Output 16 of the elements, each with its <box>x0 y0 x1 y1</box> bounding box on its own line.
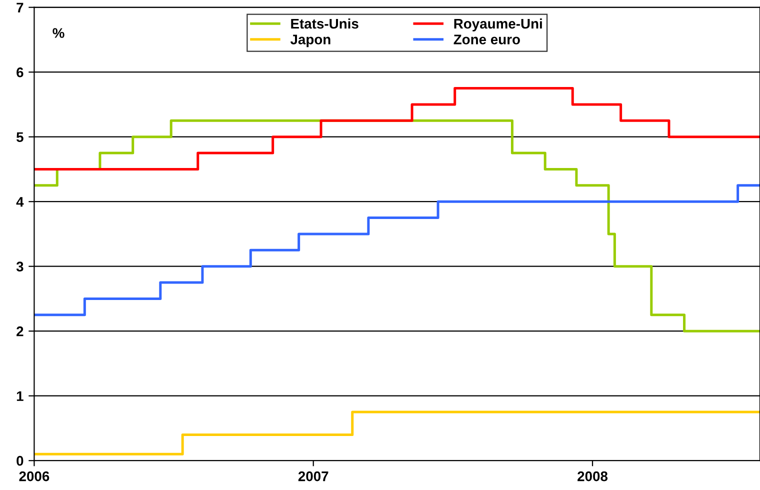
legend-label: Etats-Unis <box>291 18 358 29</box>
legend-label: Zone euro <box>454 34 520 44</box>
y-tick-label: 7 <box>16 2 24 12</box>
y-tick-label: 5 <box>16 132 24 142</box>
legend-label: Japon <box>290 34 330 48</box>
x-tick-label: 2007 <box>298 471 328 482</box>
y-tick-label: 1 <box>16 391 24 401</box>
legend-label: Royaume-Uni <box>454 18 542 32</box>
y-tick-label: 2 <box>16 326 24 336</box>
x-tick-label: 2006 <box>19 471 50 482</box>
y-tick-label: 6 <box>16 67 24 78</box>
y-tick-label: 3 <box>16 262 24 272</box>
x-tick-label: 2008 <box>578 471 608 482</box>
y-tick-label: 0 <box>16 456 24 466</box>
annotation: % <box>52 28 64 38</box>
y-tick-label: 4 <box>16 197 24 207</box>
